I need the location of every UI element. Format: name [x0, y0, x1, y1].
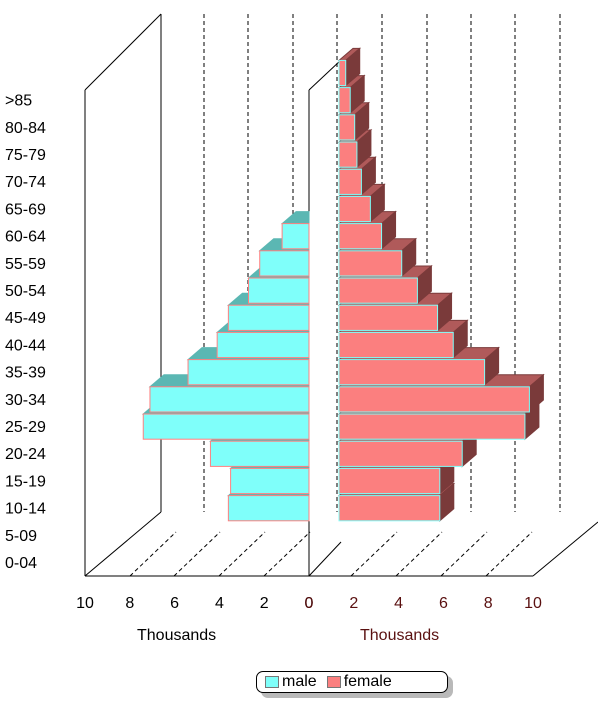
floor-gridline — [350, 531, 398, 577]
female-bar — [338, 413, 526, 440]
legend-swatch-female — [326, 676, 341, 688]
female-bar — [338, 331, 454, 359]
center-floor-edge — [308, 541, 342, 577]
floor-gridline — [129, 531, 177, 577]
male-bar-top — [280, 211, 310, 225]
category-label: 65-69 — [5, 201, 46, 218]
legend-item-male: male — [265, 673, 317, 691]
female-bar — [338, 114, 356, 141]
floor-gridline — [485, 531, 533, 577]
female-bar — [338, 250, 403, 277]
left-axis-tick-label: 2 — [260, 595, 269, 612]
right-floor-edge — [532, 521, 598, 577]
female-bar — [338, 359, 486, 386]
male-bar — [209, 440, 310, 467]
category-label: 70-74 — [5, 174, 46, 191]
category-label: 75-79 — [5, 147, 46, 164]
category-label: 50-54 — [5, 283, 46, 300]
category-label: 15-19 — [5, 473, 46, 490]
male-bar — [216, 331, 310, 359]
legend-item-female: female — [326, 673, 392, 691]
floor-gridline — [173, 531, 221, 577]
female-bar — [338, 386, 530, 413]
category-label: 30-34 — [5, 392, 46, 409]
center-top-edge — [308, 59, 342, 91]
male-bar — [248, 277, 310, 304]
floor-gridline — [218, 531, 266, 577]
left-floor-edge — [84, 511, 162, 577]
female-bar — [338, 277, 418, 304]
right-axis-tick-label: 2 — [349, 595, 358, 612]
female-bar — [338, 141, 358, 168]
female-bar — [338, 59, 347, 87]
category-label: 45-49 — [5, 310, 46, 327]
left-axis-tick-label: 10 — [76, 595, 94, 612]
right-axis-tick-label: 8 — [484, 595, 493, 612]
category-label: 20-24 — [5, 446, 46, 463]
right-axis-tick-label: 4 — [394, 595, 403, 612]
female-bar — [338, 440, 463, 467]
male-bar — [142, 413, 310, 440]
male-bar — [281, 223, 310, 250]
female-bar — [338, 467, 441, 495]
male-bar — [187, 359, 310, 386]
right-axis-unit-label: Thousands — [360, 627, 440, 644]
right-axis-tick-label: 6 — [439, 595, 448, 612]
category-label: 25-29 — [5, 419, 46, 436]
legend-label-male: male — [282, 673, 317, 690]
category-label: 80-84 — [5, 120, 46, 137]
floor-gridline — [440, 531, 488, 577]
right-axis-tick-label: 0 — [305, 595, 314, 612]
female-bar — [338, 495, 441, 522]
left-axis-tick-label: 8 — [125, 595, 134, 612]
legend-swatch-male — [265, 676, 279, 688]
left-axis-tick-label: 6 — [170, 595, 179, 612]
category-label: 40-44 — [5, 337, 46, 354]
floor-gridline — [263, 531, 311, 577]
category-label: 35-39 — [5, 365, 46, 382]
legend-label-female: female — [343, 673, 392, 690]
category-label: 5-09 — [5, 528, 37, 545]
category-label: 60-64 — [5, 229, 46, 246]
female-bar — [338, 195, 371, 223]
category-label: 55-59 — [5, 256, 46, 273]
category-label: 0-04 — [5, 555, 37, 572]
female-bar — [338, 223, 383, 250]
female-bar — [338, 87, 351, 114]
right-axis-tick-label: 10 — [524, 595, 542, 612]
category-label: 10-14 — [5, 501, 46, 518]
left-axis-unit-label: Thousands — [137, 627, 217, 644]
floor-gridline — [395, 531, 443, 577]
left-axis-tick-label: 4 — [215, 595, 224, 612]
female-bar — [338, 304, 439, 331]
male-bar — [230, 467, 310, 495]
category-label: >85 — [5, 93, 32, 110]
male-bar — [227, 495, 310, 522]
male-bar — [227, 304, 310, 331]
male-bar — [259, 250, 310, 277]
left-wall-top-edge — [84, 13, 162, 91]
female-bar — [338, 168, 362, 195]
left-axis-tick-label: 0 — [305, 595, 314, 612]
legend: male female — [256, 671, 448, 693]
male-bar — [149, 386, 310, 413]
